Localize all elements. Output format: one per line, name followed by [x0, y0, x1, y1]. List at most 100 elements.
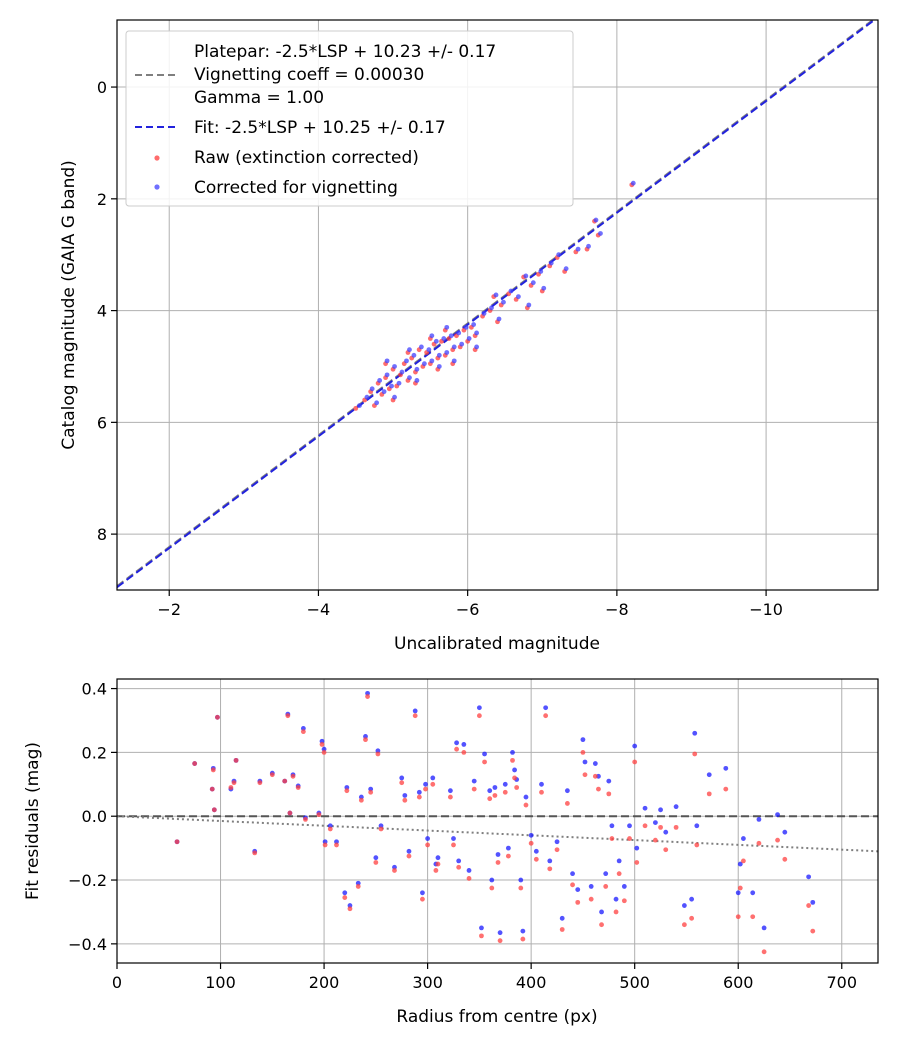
residuals-point-corrected-for-vignetting [482, 751, 487, 757]
residuals-point-corrected-for-vignetting [399, 775, 405, 781]
calibration-point-corrected-for-vignetting [436, 364, 442, 369]
calibration-point-corrected-for-vignetting [463, 324, 469, 330]
legend: Platepar: -2.5*LSP + 10.23 +/- 0.17 Vign… [125, 30, 574, 207]
calibration-point-corrected-for-vignetting [523, 273, 529, 279]
residuals-point-raw-extinction-corrected [456, 864, 462, 870]
calibration-x-tick-label: −4 [307, 600, 331, 619]
calibration-point-corrected-for-vignetting [419, 344, 424, 350]
residuals-point-raw-extinction-corrected [621, 898, 627, 904]
residuals-point-raw-extinction-corrected [482, 759, 487, 765]
residuals-point-corrected-for-vignetting [599, 909, 604, 915]
residuals-point-raw-extinction-corrected [347, 906, 353, 912]
residuals-point-corrected-for-vignetting [492, 785, 498, 790]
calibration-point-corrected-for-vignetting [474, 344, 480, 350]
residuals-point-raw-extinction-corrected [334, 842, 339, 848]
residuals-point-raw-extinction-corrected [543, 713, 549, 719]
residuals-point-corrected-for-vignetting [533, 848, 539, 854]
residuals-point-corrected-for-vignetting [603, 871, 609, 877]
residuals-point-corrected-for-vignetting [689, 896, 695, 902]
residuals-point-raw-extinction-corrected [606, 791, 612, 797]
residuals-point-corrected-for-vignetting [554, 839, 560, 845]
residuals-point-raw-extinction-corrected [609, 836, 615, 841]
residuals-point-raw-extinction-corrected [502, 789, 508, 795]
residuals-point-corrected-for-vignetting [810, 899, 816, 905]
residuals-point-raw-extinction-corrected [430, 781, 436, 787]
residuals-point-raw-extinction-corrected [257, 780, 263, 786]
residuals-point-corrected-for-vignetting [652, 820, 658, 825]
calibration-point-corrected-for-vignetting [411, 352, 417, 358]
residuals-point-corrected-for-vignetting [489, 877, 495, 883]
residuals-point-raw-extinction-corrected [663, 847, 669, 853]
residuals-point-corrected-for-vignetting [606, 778, 612, 784]
residuals-point-raw-extinction-corrected [554, 847, 560, 853]
residuals-y-tick-label: 0.0 [82, 807, 107, 826]
residuals-point-corrected-for-vignetting [735, 890, 741, 896]
residuals-point-raw-extinction-corrected [425, 842, 431, 848]
residuals-point-raw-extinction-corrected [692, 751, 698, 757]
calibration-point-corrected-for-vignetting [436, 352, 442, 358]
residuals-point-raw-extinction-corrected [735, 914, 741, 920]
residuals-point-raw-extinction-corrected [497, 938, 503, 944]
calibration-point-corrected-for-vignetting [399, 369, 405, 375]
calibration-point-corrected-for-vignetting [493, 292, 499, 298]
residuals-point-corrected-for-vignetting [706, 772, 712, 778]
residuals-point-raw-extinction-corrected [782, 856, 788, 862]
residuals-point-corrected-for-vignetting [673, 804, 679, 810]
residuals-point-raw-extinction-corrected [319, 742, 325, 747]
residuals-point-raw-extinction-corrected [316, 812, 322, 818]
residuals-point-raw-extinction-corrected [300, 729, 306, 735]
residuals-y-tick-label: 0.2 [82, 743, 107, 762]
residuals-point-raw-extinction-corrected [570, 882, 575, 888]
residuals-point-raw-extinction-corrected [174, 839, 180, 845]
residuals-point-raw-extinction-corrected [559, 927, 565, 932]
calibration-point-corrected-for-vignetting [364, 394, 370, 400]
residuals-point-corrected-for-vignetting [616, 858, 622, 864]
calibration-point-corrected-for-vignetting [548, 260, 554, 266]
residuals-x-tick-label: 100 [205, 973, 236, 992]
residuals-point-raw-extinction-corrected [365, 694, 370, 699]
residuals-point-corrected-for-vignetting [539, 781, 544, 787]
calibration-point-corrected-for-vignetting [481, 310, 487, 316]
calibration-y-tick-label: 2 [97, 190, 107, 209]
calibration-point-corrected-for-vignetting [526, 302, 532, 308]
calibration-point-corrected-for-vignetting [501, 299, 506, 305]
residuals-point-corrected-for-vignetting [632, 743, 638, 749]
residuals-point-raw-extinction-corrected [632, 759, 638, 765]
residuals-point-raw-extinction-corrected [741, 858, 746, 864]
residuals-point-raw-extinction-corrected [252, 850, 258, 856]
calibration-point-corrected-for-vignetting [586, 243, 591, 249]
residuals-point-corrected-for-vignetting [609, 823, 615, 829]
legend-label-corrected: Corrected for vignetting [194, 178, 398, 198]
residuals-point-corrected-for-vignetting [750, 890, 756, 896]
calibration-point-raw-extinction-corrected [353, 405, 359, 411]
residuals-point-raw-extinction-corrected [363, 737, 368, 743]
residuals-plot-frame [116, 678, 879, 964]
residuals-point-raw-extinction-corrected [342, 895, 348, 900]
residuals-point-corrected-for-vignetting [692, 730, 698, 736]
calibration-point-corrected-for-vignetting [396, 380, 402, 386]
residuals-point-raw-extinction-corrected [447, 794, 453, 800]
calibration-point-corrected-for-vignetting [369, 386, 375, 392]
residuals-point-raw-extinction-corrected [479, 933, 484, 939]
legend-marker-raw [154, 155, 160, 161]
residuals-point-corrected-for-vignetting [741, 836, 746, 841]
legend-label-fit: Fit: -2.5*LSP + 10.25 +/- 0.17 [194, 118, 446, 138]
residuals-point-corrected-for-vignetting [737, 861, 743, 867]
calibration-point-corrected-for-vignetting [384, 372, 390, 378]
residuals-point-corrected-for-vignetting [487, 788, 493, 794]
residuals-point-raw-extinction-corrected [575, 899, 581, 905]
residuals-point-corrected-for-vignetting [723, 765, 729, 771]
calibration-point-corrected-for-vignetting [541, 285, 547, 291]
calibration-point-corrected-for-vignetting [630, 180, 636, 186]
residuals-point-raw-extinction-corrected [652, 837, 658, 843]
residuals-point-corrected-for-vignetting [406, 848, 412, 854]
residuals-point-corrected-for-vignetting [782, 829, 788, 835]
residuals-point-raw-extinction-corrected [673, 824, 679, 830]
residuals-point-corrected-for-vignetting [461, 742, 467, 747]
calibration-point-corrected-for-vignetting [429, 358, 435, 364]
residuals-point-raw-extinction-corrected [723, 786, 729, 792]
calibration-y-tick-label: 0 [97, 78, 107, 97]
calibration-point-corrected-for-vignetting [466, 336, 472, 341]
residuals-point-raw-extinction-corrected [406, 853, 412, 859]
